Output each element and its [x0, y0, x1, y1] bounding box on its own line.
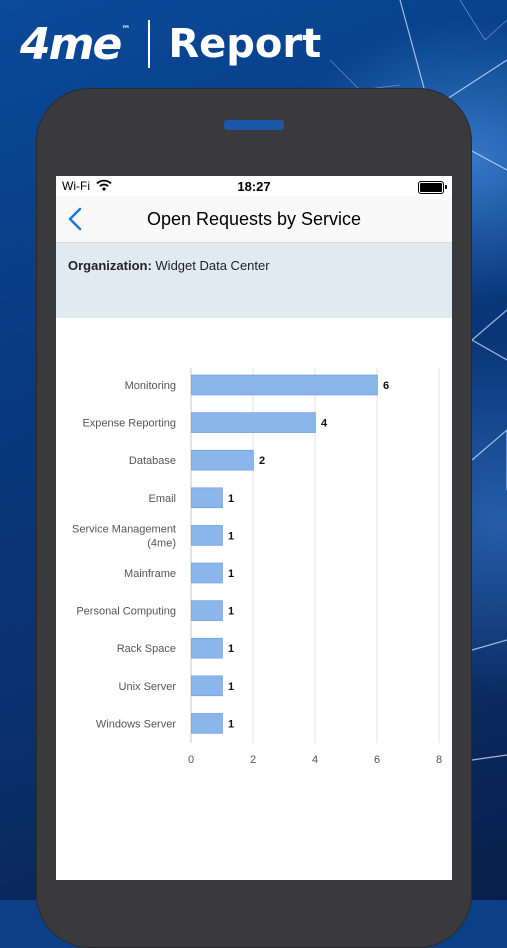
battery-icon — [418, 181, 447, 194]
bar-database — [191, 449, 254, 471]
bar-value-label: 1 — [228, 606, 234, 618]
navigation-bar: Open Requests by Service — [56, 196, 452, 243]
brand-header: 4me ™ Report — [20, 14, 321, 74]
organization-label: Organization: — [68, 258, 152, 273]
bar-monitoring — [191, 374, 378, 396]
x-tick-label: 0 — [188, 754, 194, 766]
back-chevron-icon[interactable] — [64, 206, 88, 232]
bar-chart: 0 2 4 6 8 6 Monitoring 4 Expense Reporting 2 Datab… — [72, 368, 442, 766]
bar-service-management-4me — [191, 525, 223, 546]
bar-value-label: 6 — [383, 380, 389, 392]
bar-rack-space — [191, 637, 223, 659]
bar-value-label: 1 — [228, 643, 234, 655]
category-label: Windows Server — [96, 718, 176, 730]
bar-expense-reporting — [191, 412, 316, 433]
category-label: Rack Space — [117, 643, 176, 655]
bar-value-label: 1 — [228, 530, 234, 542]
category-label: Monitoring — [125, 380, 176, 392]
status-carrier: Wi-Fi — [62, 179, 90, 193]
phone-screen: Wi-Fi 18:27 Open Requests by Service Org… — [56, 176, 452, 880]
x-tick-label: 4 — [312, 754, 318, 766]
category-label: Service Management (4me) — [72, 523, 176, 549]
bar-value-label: 1 — [228, 718, 234, 730]
category-label: Database — [129, 455, 176, 467]
category-label: Mainframe — [124, 568, 176, 580]
bar-value-label: 4 — [321, 418, 328, 430]
bar-mainframe — [191, 562, 223, 584]
brand-logo: 4me ™ — [20, 18, 130, 70]
page-title: Open Requests by Service — [146, 209, 362, 229]
x-tick-label: 8 — [436, 754, 442, 766]
bar-email — [191, 487, 223, 509]
category-label: Personal Computing — [76, 606, 176, 618]
filter-panel: Organization: Widget Data Center — [56, 243, 452, 318]
category-label: Expense Reporting — [82, 418, 176, 430]
organization-filter: Organization: Widget Data Center — [68, 258, 270, 273]
bar-value-label: 1 — [228, 681, 234, 693]
brand-title: Report — [168, 21, 322, 67]
bar-personal-computing — [191, 600, 223, 621]
brand-trademark: ™ — [121, 24, 131, 35]
bar-windows-server — [191, 713, 223, 734]
category-label: Unix Server — [119, 681, 177, 693]
bar-value-label: 1 — [228, 493, 234, 505]
status-bar: Wi-Fi 18:27 — [56, 176, 452, 196]
phone-speaker — [224, 120, 284, 130]
category-label: Email — [148, 493, 176, 505]
brand-logo-text: 4me — [20, 18, 122, 70]
bar-value-label: 1 — [228, 568, 234, 580]
wifi-icon — [96, 179, 112, 191]
x-tick-label: 6 — [374, 754, 380, 766]
status-time: 18:27 — [237, 179, 271, 194]
x-tick-label: 2 — [250, 754, 256, 766]
brand-divider — [148, 20, 151, 68]
bar-value-label: 2 — [259, 455, 265, 467]
bar-unix-server — [191, 675, 223, 697]
organization-value: Widget Data Center — [155, 258, 270, 273]
